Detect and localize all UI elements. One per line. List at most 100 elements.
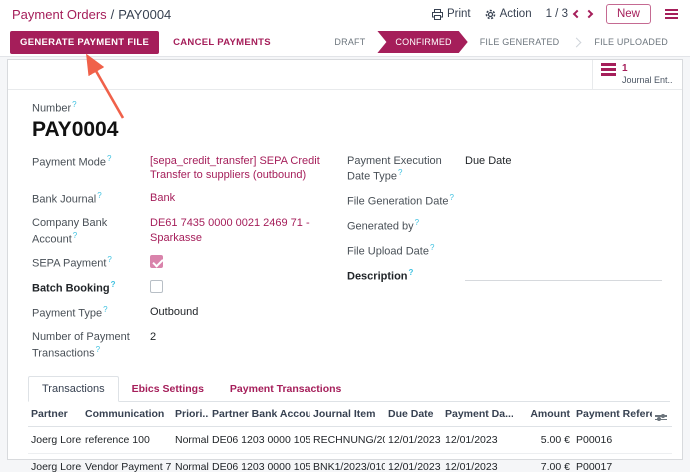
field-description: Description?: [347, 268, 662, 284]
cancel-payments-button[interactable]: CANCEL PAYMENTS: [173, 36, 271, 48]
printer-icon: [431, 8, 443, 20]
tab-bar: Transactions Ebics Settings Payment Tran…: [28, 375, 670, 402]
cell-payment-reference[interactable]: P00017: [573, 453, 652, 472]
help-icon: ?: [97, 191, 102, 201]
cell-partner-bank-account[interactable]: DE06 1203 0000 1057 25: [209, 453, 310, 472]
col-partner-bank-account[interactable]: Partner Bank Account: [209, 401, 310, 428]
cell-priority[interactable]: Normal: [172, 453, 209, 472]
help-icon: ?: [397, 167, 403, 177]
form-right-column: Payment Execution Date Type? Due Date Fi…: [347, 154, 662, 370]
number-label: Number?: [32, 100, 77, 115]
action-bar: GENERATE PAYMENT FILE CANCEL PAYMENTS DR…: [0, 28, 690, 57]
table-header-row: Partner Communication Priori... Partner …: [28, 401, 672, 428]
field-batch-booking: Batch Booking?: [32, 280, 347, 296]
action-menu-button[interactable]: Action: [485, 8, 532, 20]
tab-payment-transactions[interactable]: Payment Transactions: [229, 382, 342, 395]
cell-partner-bank-account[interactable]: DE06 1203 0000 1057 25: [209, 426, 310, 455]
help-icon: ?: [95, 344, 101, 354]
form-left-column: Payment Mode? [sepa_credit_transfer] SEP…: [32, 154, 347, 370]
col-payment-date[interactable]: Payment Da...: [442, 401, 513, 428]
breadcrumb-payment-orders[interactable]: Payment Orders: [12, 6, 107, 22]
action-label: Action: [499, 8, 532, 20]
button-box: 1 Journal Ent..: [8, 60, 682, 90]
cell-communication[interactable]: Vendor Payment 7.00 € -: [82, 453, 172, 472]
status-step-confirmed[interactable]: CONFIRMED: [377, 31, 467, 53]
breadcrumb: Payment Orders / PAY0004: [12, 7, 171, 22]
field-payment-type: Payment Type? Outbound: [32, 305, 199, 321]
col-amount[interactable]: Amount: [513, 401, 573, 428]
new-button[interactable]: New: [605, 4, 651, 24]
help-icon: ?: [449, 192, 454, 202]
tab-transactions[interactable]: Transactions: [28, 375, 119, 402]
field-file-upload-date: File Upload Date?: [347, 242, 435, 258]
breadcrumb-separator: /: [110, 6, 115, 22]
optional-columns-icon[interactable]: [655, 413, 667, 421]
table-row[interactable]: Joerg Lorenz Vendor Payment 7.00 € - Nor…: [28, 453, 672, 472]
col-communication[interactable]: Communication: [82, 401, 172, 428]
col-payment-reference[interactable]: Payment Referen...: [573, 401, 652, 428]
generate-payment-file-button[interactable]: GENERATE PAYMENT FILE: [10, 30, 160, 54]
field-payment-mode: Payment Mode? [sepa_credit_transfer] SEP…: [32, 154, 347, 183]
cell-payment-date[interactable]: 12/01/2023: [442, 426, 513, 455]
tab-ebics-settings[interactable]: Ebics Settings: [131, 382, 204, 395]
page-title: PAY0004: [32, 117, 119, 141]
cell-due-date[interactable]: 12/01/2023: [385, 453, 442, 472]
help-icon: ?: [408, 267, 414, 277]
help-icon: ?: [72, 100, 77, 109]
transactions-table: Partner Communication Priori... Partner …: [28, 401, 672, 472]
cell-payment-reference[interactable]: P00016: [573, 426, 652, 455]
status-step-file-generated[interactable]: FILE GENERATED: [479, 37, 560, 47]
help-icon: ?: [107, 255, 112, 265]
journal-entries-count: 1: [622, 63, 628, 74]
description-input[interactable]: [465, 268, 662, 281]
field-generated-by: Generated by?: [347, 217, 420, 233]
cell-journal-item[interactable]: RECHNUNG/2023/0006 (: [310, 426, 385, 455]
journal-entries-label: Journal Ent..: [622, 74, 673, 85]
field-file-generation-date: File Generation Date?: [347, 192, 454, 208]
hamburger-menu-icon[interactable]: [665, 9, 678, 19]
journal-entries-icon: [601, 63, 616, 76]
field-company-bank-account: Company Bank Account? DE61 7435 0000 002…: [32, 216, 347, 246]
cell-journal-item[interactable]: BNK1/2023/0101 (PAY0(: [310, 453, 385, 472]
field-bank-journal: Bank Journal? Bank: [32, 191, 176, 206]
field-number-of-payment-transactions: Number of Payment Transactions? 2: [32, 331, 157, 360]
sepa-payment-checkbox[interactable]: [150, 255, 163, 269]
cell-partner[interactable]: Joerg Lorenz: [28, 453, 82, 472]
main-content: 1 Journal Ent.. Number? PAY0004 Payment …: [0, 57, 690, 472]
print-button[interactable]: Print: [431, 8, 471, 20]
batch-booking-checkbox[interactable]: [150, 280, 163, 294]
field-payment-execution-date-type: Payment Execution Date Type? Due Date: [347, 154, 512, 183]
pager-next-icon[interactable]: [584, 9, 594, 19]
col-partner[interactable]: Partner: [28, 401, 82, 428]
exec-date-type-value: Due Date: [465, 154, 512, 167]
record-pager: 1 / 3: [545, 8, 594, 20]
help-icon: ?: [103, 305, 108, 315]
cell-payment-date[interactable]: 12/01/2023: [442, 453, 513, 472]
company-bank-account-value[interactable]: DE61 7435 0000 0021 2469 71 - Sparkasse: [150, 217, 310, 244]
bank-journal-value[interactable]: Bank: [150, 192, 176, 205]
col-journal-item[interactable]: Journal Item: [310, 401, 385, 428]
cell-due-date[interactable]: 12/01/2023: [385, 426, 442, 455]
cell-priority[interactable]: Normal: [172, 426, 209, 455]
cell-communication[interactable]: reference 100: [82, 426, 172, 455]
table-row[interactable]: Joerg Lorenz reference 100 Normal DE06 1…: [28, 426, 672, 455]
pager-previous-icon[interactable]: [572, 9, 582, 19]
help-icon: ?: [429, 242, 435, 252]
payment-mode-value[interactable]: [sepa_credit_transfer] SEPA Credit Trans…: [150, 154, 320, 181]
col-priority[interactable]: Priori...: [172, 401, 209, 428]
status-step-file-uploaded[interactable]: FILE UPLOADED: [594, 37, 668, 47]
help-icon: ?: [110, 280, 116, 290]
gear-icon: [485, 9, 495, 19]
cell-amount[interactable]: 5.00 €: [513, 426, 573, 455]
col-due-date[interactable]: Due Date: [385, 401, 442, 428]
journal-entries-stat-button[interactable]: 1 Journal Ent..: [592, 60, 682, 89]
cell-amount[interactable]: 7.00 €: [513, 453, 573, 472]
form-body: Number? PAY0004 Payment Mode? [sepa_cred…: [8, 90, 682, 370]
notebook: Transactions Ebics Settings Payment Tran…: [8, 370, 682, 472]
pager-counter: 1 / 3: [545, 8, 568, 20]
help-icon: ?: [414, 217, 420, 227]
cell-partner[interactable]: Joerg Lorenz: [28, 426, 82, 455]
status-step-draft[interactable]: DRAFT: [334, 37, 366, 47]
statusbar: DRAFT CONFIRMED FILE GENERATED FILE UPLO…: [322, 28, 680, 56]
col-options: [652, 401, 672, 428]
